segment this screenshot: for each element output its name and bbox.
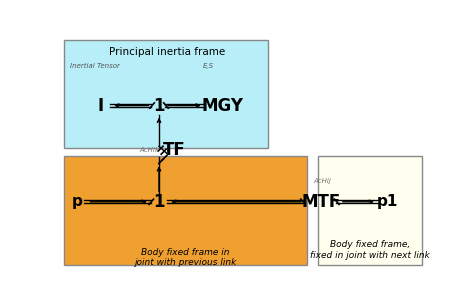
- Text: E,S: E,S: [203, 63, 214, 69]
- Bar: [64, 156, 307, 265]
- Text: 1: 1: [153, 193, 165, 211]
- Text: p1: p1: [377, 194, 398, 209]
- Bar: [64, 40, 268, 148]
- Text: Body fixed frame in
joint with previous link: Body fixed frame in joint with previous …: [134, 248, 237, 267]
- Text: 1: 1: [153, 97, 165, 114]
- Text: Principal inertia frame: Principal inertia frame: [109, 47, 225, 57]
- Text: TF: TF: [163, 141, 186, 159]
- Text: AcHij: AcHij: [313, 178, 331, 184]
- Text: p: p: [72, 194, 83, 209]
- Text: I: I: [98, 97, 103, 114]
- Text: MGY: MGY: [201, 97, 243, 114]
- Text: Inertial Tensor: Inertial Tensor: [70, 63, 119, 69]
- Text: Body fixed frame,
fixed in joint with next link: Body fixed frame, fixed in joint with ne…: [310, 240, 430, 260]
- Bar: [319, 156, 422, 265]
- Text: AcHik: AcHik: [139, 147, 159, 153]
- Text: MTF: MTF: [301, 193, 340, 211]
